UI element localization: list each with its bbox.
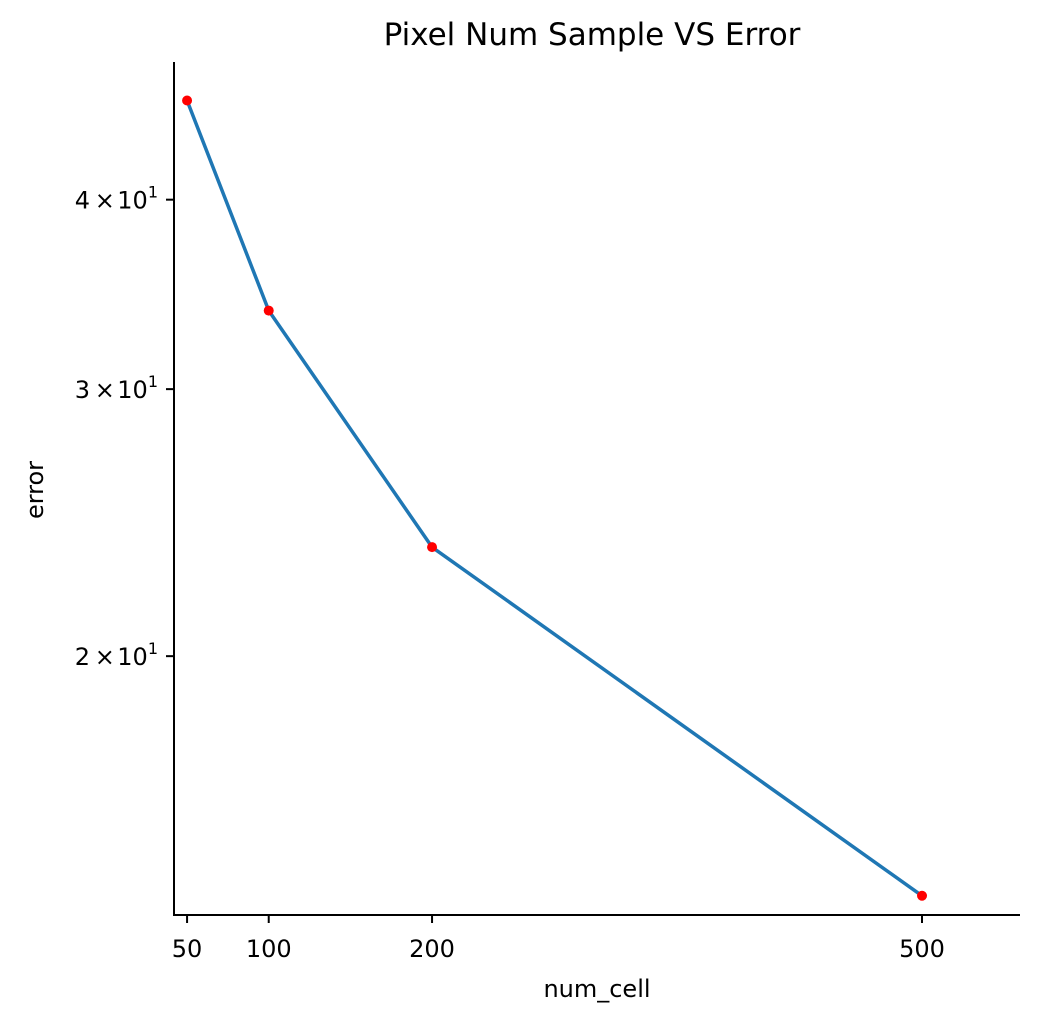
- y-tick-label: 3 × 101: [75, 372, 158, 404]
- y-axis-label: error: [21, 461, 49, 519]
- y-axis-ticks: 4 × 101 3 × 101 2 × 101: [75, 183, 174, 671]
- data-point: [182, 95, 193, 106]
- series-line: [184, 98, 925, 899]
- x-tick-label: 200: [409, 935, 455, 963]
- x-tick-label: 100: [246, 935, 292, 963]
- plot-area: [182, 95, 928, 901]
- x-axis-label: num_cell: [543, 975, 650, 1003]
- x-axis-ticks: 50 100 200 500: [172, 915, 945, 963]
- data-point: [263, 305, 274, 316]
- x-tick-label: 500: [899, 935, 945, 963]
- y-tick-label: 4 × 101: [75, 183, 158, 215]
- y-tick-label: 2 × 101: [75, 639, 158, 671]
- chart-title: Pixel Num Sample VS Error: [384, 17, 801, 53]
- data-point: [427, 542, 438, 553]
- data-point: [917, 890, 928, 901]
- x-tick-label: 50: [172, 935, 203, 963]
